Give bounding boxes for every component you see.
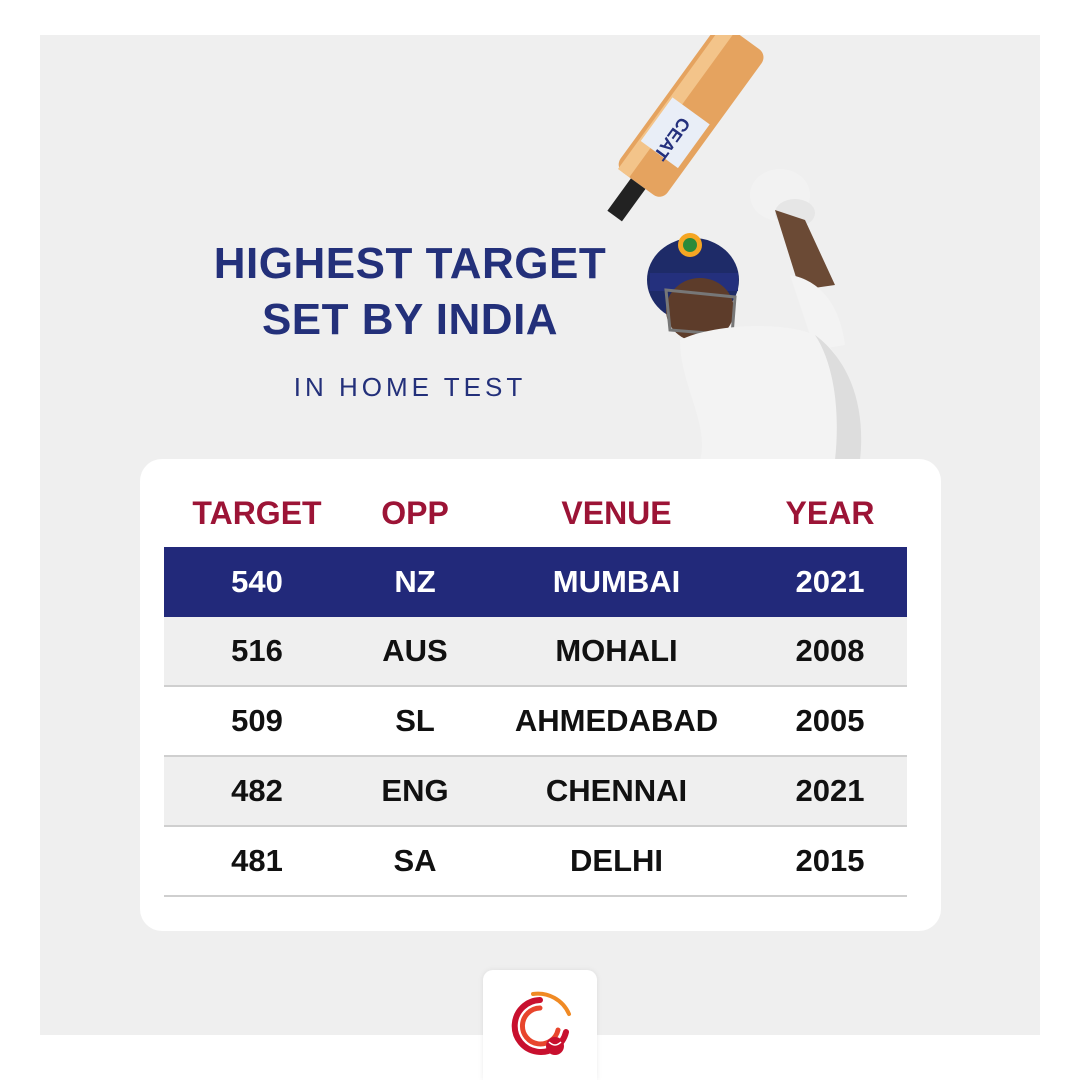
- table-header-row: TARGET OPP VENUE YEAR: [164, 479, 907, 547]
- column-header-opp: OPP: [381, 494, 449, 531]
- cell-year: 2005: [795, 703, 865, 738]
- page-title: HIGHEST TARGET SET BY INDIA: [160, 236, 660, 348]
- stats-card: TARGET OPP VENUE YEAR 540 NZ MUMBAI 2021…: [140, 459, 941, 931]
- cell-venue: DELHI: [570, 843, 663, 878]
- batsman-photo: CEAT: [560, 35, 920, 460]
- page-subtitle: IN HOME TEST: [293, 372, 527, 402]
- cell-target: 509: [231, 703, 283, 738]
- cell-venue: MOHALI: [555, 633, 678, 668]
- cell-target: 482: [231, 773, 283, 808]
- title-line-1: HIGHEST TARGET: [213, 239, 607, 288]
- cell-target: 516: [231, 633, 283, 668]
- cell-year: 2008: [795, 633, 865, 668]
- brand-logo-icon: [511, 991, 571, 1055]
- table-row: 509 SL AHMEDABAD 2005: [164, 687, 907, 757]
- table-body: 540 NZ MUMBAI 2021 516 AUS MOHALI 2008 5…: [164, 547, 907, 897]
- cell-opp: SA: [393, 843, 437, 878]
- cell-opp: AUS: [382, 633, 448, 668]
- column-header-venue: VENUE: [561, 494, 672, 531]
- cell-venue: AHMEDABAD: [514, 703, 719, 738]
- cell-venue: MUMBAI: [552, 564, 681, 599]
- table-row: 481 SA DELHI 2015: [164, 827, 907, 897]
- column-header-year: YEAR: [785, 494, 875, 531]
- table-row: 540 NZ MUMBAI 2021: [164, 547, 907, 617]
- column-header-target: TARGET: [192, 494, 322, 531]
- table-row: 482 ENG CHENNAI 2021: [164, 757, 907, 827]
- cell-opp: ENG: [381, 773, 449, 808]
- brand-logo: [483, 970, 597, 1080]
- table-row: 516 AUS MOHALI 2008: [164, 617, 907, 687]
- cell-year: 2021: [795, 564, 865, 599]
- stats-table: TARGET OPP VENUE YEAR 540 NZ MUMBAI 2021…: [164, 479, 907, 897]
- cell-target: 540: [231, 564, 283, 599]
- cell-year: 2021: [795, 773, 865, 808]
- cell-opp: SL: [395, 703, 435, 738]
- title-line-2: SET BY INDIA: [261, 295, 559, 344]
- cell-year: 2015: [795, 843, 865, 878]
- cell-target: 481: [231, 843, 283, 878]
- cell-opp: NZ: [394, 564, 436, 599]
- cell-venue: CHENNAI: [545, 773, 688, 808]
